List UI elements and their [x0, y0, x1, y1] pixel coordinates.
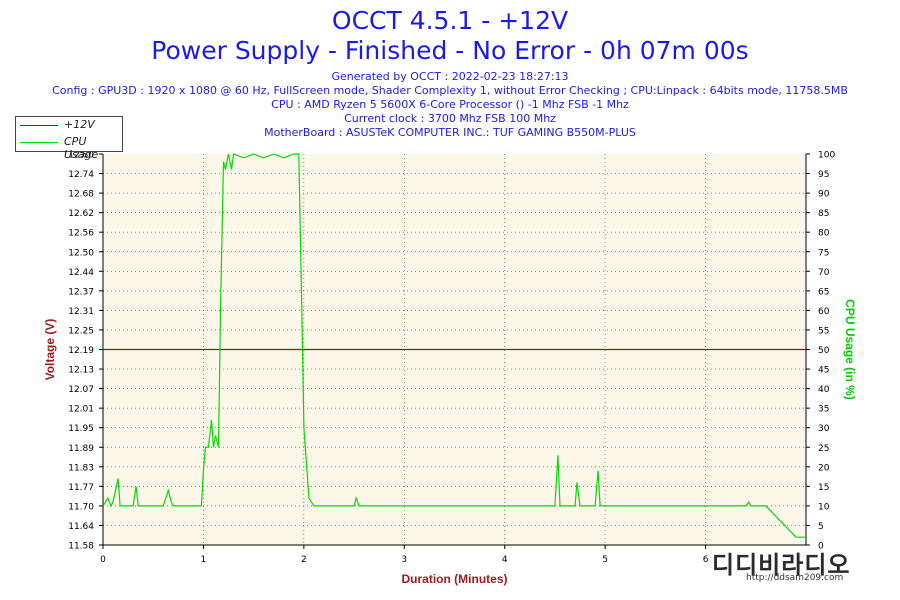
- y-left-tick-label: 12.13: [68, 366, 94, 376]
- y-left-tick-label: 12.19: [68, 346, 94, 356]
- legend-label-voltage: +12V: [64, 118, 95, 131]
- y-left-axis-label: Voltage (V): [43, 319, 57, 381]
- x-tick-label: 1: [201, 555, 207, 565]
- y-right-tick-label: 0: [818, 542, 824, 552]
- series-line-cpu-usage: [102, 153, 806, 538]
- x-tick-label: 0: [100, 555, 106, 565]
- y-right-tick-label: 25: [818, 444, 829, 454]
- chart-title-line2: Power Supply - Finished - No Error - 0h …: [151, 36, 749, 65]
- y-left-tick-label: 12.07: [68, 385, 94, 395]
- y-right-tick-label: 55: [818, 326, 829, 336]
- y-left-tick-label: 12.56: [68, 229, 94, 239]
- y-right-tick-label: 80: [818, 229, 830, 239]
- y-right-tick-label: 100: [818, 151, 835, 161]
- legend-label-cpu-usage: CPU Usage: [64, 135, 99, 161]
- y-left-tick-label: 11.77: [68, 483, 94, 493]
- y-right-tick-label: 45: [818, 366, 829, 376]
- y-right-axis-label: CPU Usage (in %): [843, 299, 857, 400]
- clock-info: Current clock : 3700 Mhz FSB 100 Mhz: [344, 112, 556, 125]
- y-right-tick-label: 40: [818, 385, 830, 395]
- y-right-tick-label: 5: [818, 522, 824, 532]
- legend-item-voltage: +12V: [16, 117, 122, 133]
- watermark-url: http://ddsam209.com: [746, 573, 844, 583]
- x-tick-label: 2: [301, 555, 307, 565]
- x-axis-label: Duration (Minutes): [402, 572, 508, 586]
- y-right-tick-label: 10: [818, 502, 830, 512]
- legend-swatch-cpu-usage: [20, 142, 58, 143]
- legend-item-cpu-usage: CPU Usage: [16, 134, 122, 161]
- y-left-tick-label: 12.44: [68, 268, 94, 278]
- legend-swatch-voltage: [20, 125, 58, 126]
- x-tick-label: 6: [703, 555, 709, 565]
- y-right-tick-label: 75: [818, 248, 829, 258]
- y-left-tick-label: 12.62: [68, 209, 94, 219]
- cpu-info: CPU : AMD Ryzen 5 5600X 6-Core Processor…: [271, 98, 629, 111]
- y-left-tick-label: 12.68: [68, 190, 94, 200]
- y-right-tick-label: 90: [818, 190, 830, 200]
- y-left-tick-label: 12.74: [68, 170, 94, 180]
- y-right-tick-label: 65: [818, 287, 829, 297]
- y-right-tick-label: 30: [818, 424, 830, 434]
- y-right-tick-label: 15: [818, 483, 829, 493]
- config-info: Config : GPU3D : 1920 x 1080 @ 60 Hz, Fu…: [52, 84, 848, 97]
- y-left-tick-label: 11.83: [68, 463, 94, 473]
- y-right-tick-label: 60: [818, 307, 830, 317]
- y-left-tick-label: 11.58: [68, 542, 94, 552]
- y-left-tick-label: 12.50: [68, 248, 94, 258]
- y-left-tick-label: 11.89: [68, 444, 94, 454]
- y-right-tick-label: 50: [818, 346, 830, 356]
- y-left-tick-label: 12.31: [68, 307, 94, 317]
- chart-title-line1: OCCT 4.5.1 - +12V: [331, 6, 569, 35]
- y-right-tick-label: 95: [818, 170, 829, 180]
- watermark-logo: 디디비라디오 http://ddsam209.com: [706, 545, 886, 587]
- y-left-tick-label: 12.25: [68, 326, 94, 336]
- x-tick-label: 3: [401, 555, 407, 565]
- y-left-tick-label: 12.80: [68, 151, 94, 161]
- y-right-tick-label: 70: [818, 268, 830, 278]
- motherboard-info: MotherBoard : ASUSTeK COMPUTER INC.: TUF…: [264, 126, 636, 139]
- y-right-tick-label: 35: [818, 405, 829, 415]
- x-tick-label: 5: [602, 555, 608, 565]
- y-left-tick-label: 11.95: [68, 424, 94, 434]
- y-right-tick-label: 20: [818, 463, 830, 473]
- y-left-tick-label: 11.64: [68, 522, 94, 532]
- watermark-text: 디디비라디오: [712, 551, 851, 579]
- y-right-tick-label: 85: [818, 209, 829, 219]
- generated-info: Generated by OCCT : 2022-02-23 18:27:13: [331, 70, 569, 83]
- y-left-tick-label: 12.37: [68, 287, 94, 297]
- x-tick-label: 4: [502, 555, 508, 565]
- y-left-tick-label: 12.01: [68, 405, 94, 415]
- chart-legend: +12V CPU Usage: [15, 116, 123, 161]
- y-left-tick-label: 11.70: [68, 502, 94, 512]
